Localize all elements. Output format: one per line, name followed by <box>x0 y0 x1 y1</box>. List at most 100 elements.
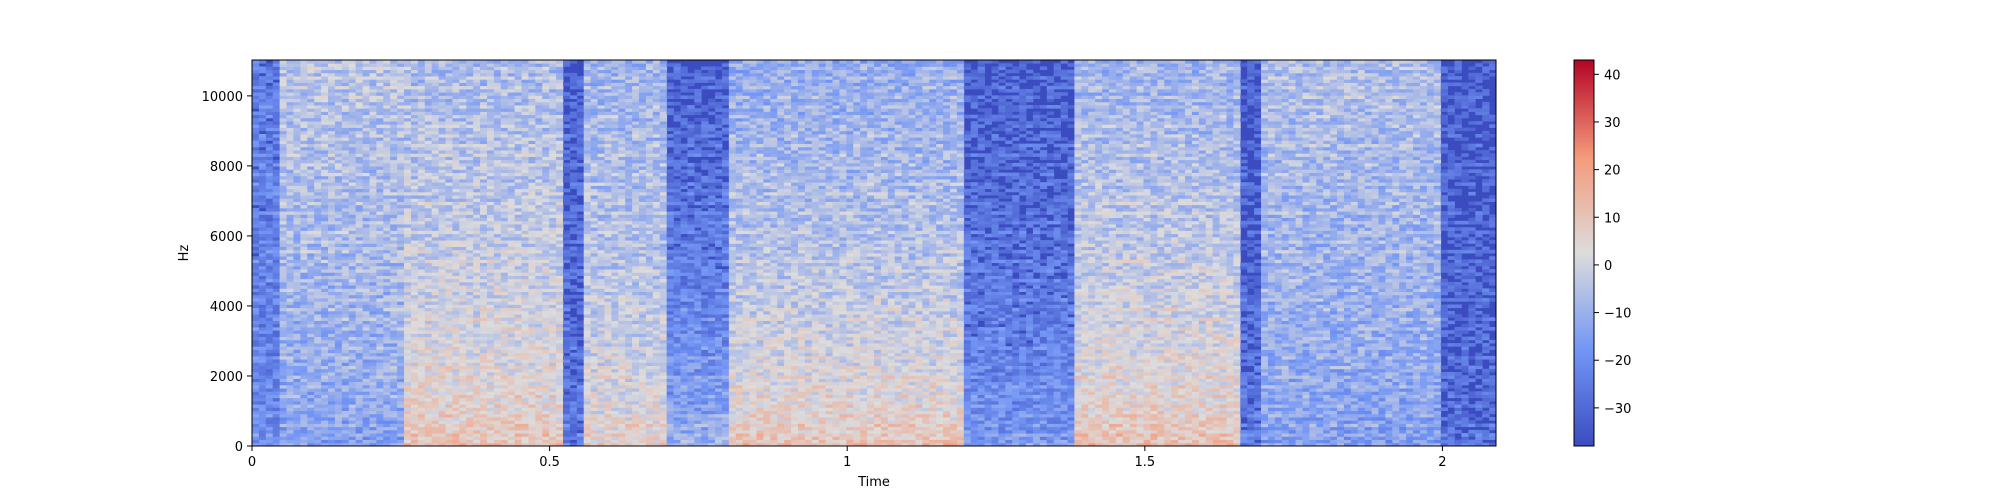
spectrogram-cell <box>300 144 307 148</box>
spectrogram-cell <box>363 137 370 141</box>
spectrogram-cell <box>307 266 314 270</box>
spectrogram-cell <box>287 163 294 167</box>
spectrogram-cell <box>335 214 342 218</box>
spectrogram-cell <box>342 256 349 260</box>
spectrogram-cell <box>314 436 321 440</box>
spectrogram-cell <box>307 308 314 312</box>
spectrogram-cell <box>328 166 335 170</box>
spectrogram-cell <box>287 372 294 376</box>
spectrogram-cell <box>307 202 314 206</box>
spectrogram-cell <box>273 192 280 196</box>
spectrogram-cell <box>342 169 349 173</box>
spectrogram-cell <box>335 324 342 328</box>
spectrogram-cell <box>300 401 307 405</box>
spectrogram-cell <box>335 166 342 170</box>
spectrogram-cell <box>293 192 300 196</box>
spectrogram-cell <box>266 198 273 202</box>
spectrogram-cell <box>349 404 356 408</box>
spectrogram-cell <box>363 259 370 263</box>
spectrogram-cell <box>293 208 300 212</box>
spectrogram-cell <box>335 179 342 183</box>
spectrogram-cell <box>293 311 300 315</box>
spectrogram-cell <box>356 169 363 173</box>
spectrogram-cell <box>307 208 314 212</box>
spectrogram-cell <box>342 198 349 202</box>
spectrogram-cell <box>376 250 383 254</box>
spectrogram-cell <box>280 163 287 167</box>
spectrogram-cell <box>321 60 328 64</box>
spectrogram-cell <box>252 66 259 70</box>
spectrogram-cell <box>307 128 314 132</box>
spectrogram-cell <box>280 420 287 424</box>
spectrogram-cell <box>252 176 259 180</box>
spectrogram-cell <box>349 144 356 148</box>
spectrogram-cell <box>314 124 321 128</box>
spectrogram-cell <box>266 79 273 83</box>
spectrogram-cell <box>280 346 287 350</box>
spectrogram-cell <box>259 92 266 96</box>
spectrogram-cell <box>328 276 335 280</box>
spectrogram-cell <box>287 111 294 115</box>
spectrogram-cell <box>356 350 363 354</box>
spectrogram-cell <box>376 279 383 283</box>
spectrogram-cell <box>321 166 328 170</box>
spectrogram-cell <box>259 333 266 337</box>
spectrogram-cell <box>363 128 370 132</box>
spectrogram-cell <box>273 353 280 357</box>
spectrogram-cell <box>342 292 349 296</box>
spectrogram-cell <box>266 192 273 196</box>
spectrogram-cell <box>342 160 349 164</box>
spectrogram-cell <box>321 140 328 144</box>
spectrogram-cell <box>369 102 376 106</box>
spectrogram-cell <box>349 411 356 415</box>
spectrogram-cell <box>259 256 266 260</box>
spectrogram-cell <box>252 234 259 238</box>
spectrogram-cell <box>363 359 370 363</box>
spectrogram-cell <box>314 70 321 74</box>
spectrogram-cell <box>273 70 280 74</box>
spectrogram-cell <box>273 137 280 141</box>
spectrogram-cell <box>349 134 356 138</box>
spectrogram-cell <box>314 356 321 360</box>
spectrogram-cell <box>342 208 349 212</box>
spectrogram-cell <box>307 433 314 437</box>
spectrogram-cell <box>314 404 321 408</box>
spectrogram-cell <box>342 243 349 247</box>
spectrogram-cell <box>287 269 294 273</box>
spectrogram-cell <box>266 157 273 161</box>
spectrogram-cell <box>328 63 335 67</box>
spectrogram-cell <box>287 234 294 238</box>
spectrogram-cell <box>321 337 328 341</box>
spectrogram-cell <box>300 166 307 170</box>
spectrogram-cell <box>314 304 321 308</box>
spectrogram-cell <box>349 79 356 83</box>
spectrogram-cell <box>328 157 335 161</box>
spectrogram-cell <box>363 189 370 193</box>
spectrogram-cell <box>280 401 287 405</box>
spectrogram-cell <box>314 221 321 225</box>
spectrogram-cell <box>321 375 328 379</box>
spectrogram-cell <box>273 285 280 289</box>
spectrogram-cell <box>259 214 266 218</box>
spectrogram-cell <box>314 211 321 215</box>
spectrogram-cell <box>369 346 376 350</box>
spectrogram-cell <box>363 95 370 99</box>
spectrogram-cell <box>328 324 335 328</box>
spectrogram-cell <box>293 308 300 312</box>
spectrogram-cell <box>376 263 383 267</box>
spectrogram-cell <box>280 269 287 273</box>
spectrogram-cell <box>356 395 363 399</box>
spectrogram-cell <box>369 92 376 96</box>
spectrogram-cell <box>273 66 280 70</box>
spectrogram-cell <box>307 414 314 418</box>
spectrogram-cell <box>280 366 287 370</box>
spectrogram-cell <box>273 250 280 254</box>
spectrogram-cell <box>363 134 370 138</box>
spectrogram-cell <box>252 70 259 74</box>
spectrogram-cell <box>300 237 307 241</box>
spectrogram-cell <box>376 179 383 183</box>
spectrogram-cell <box>273 95 280 99</box>
spectrogram-cell <box>293 420 300 424</box>
spectrogram-cell <box>335 211 342 215</box>
spectrogram-cell <box>349 121 356 125</box>
